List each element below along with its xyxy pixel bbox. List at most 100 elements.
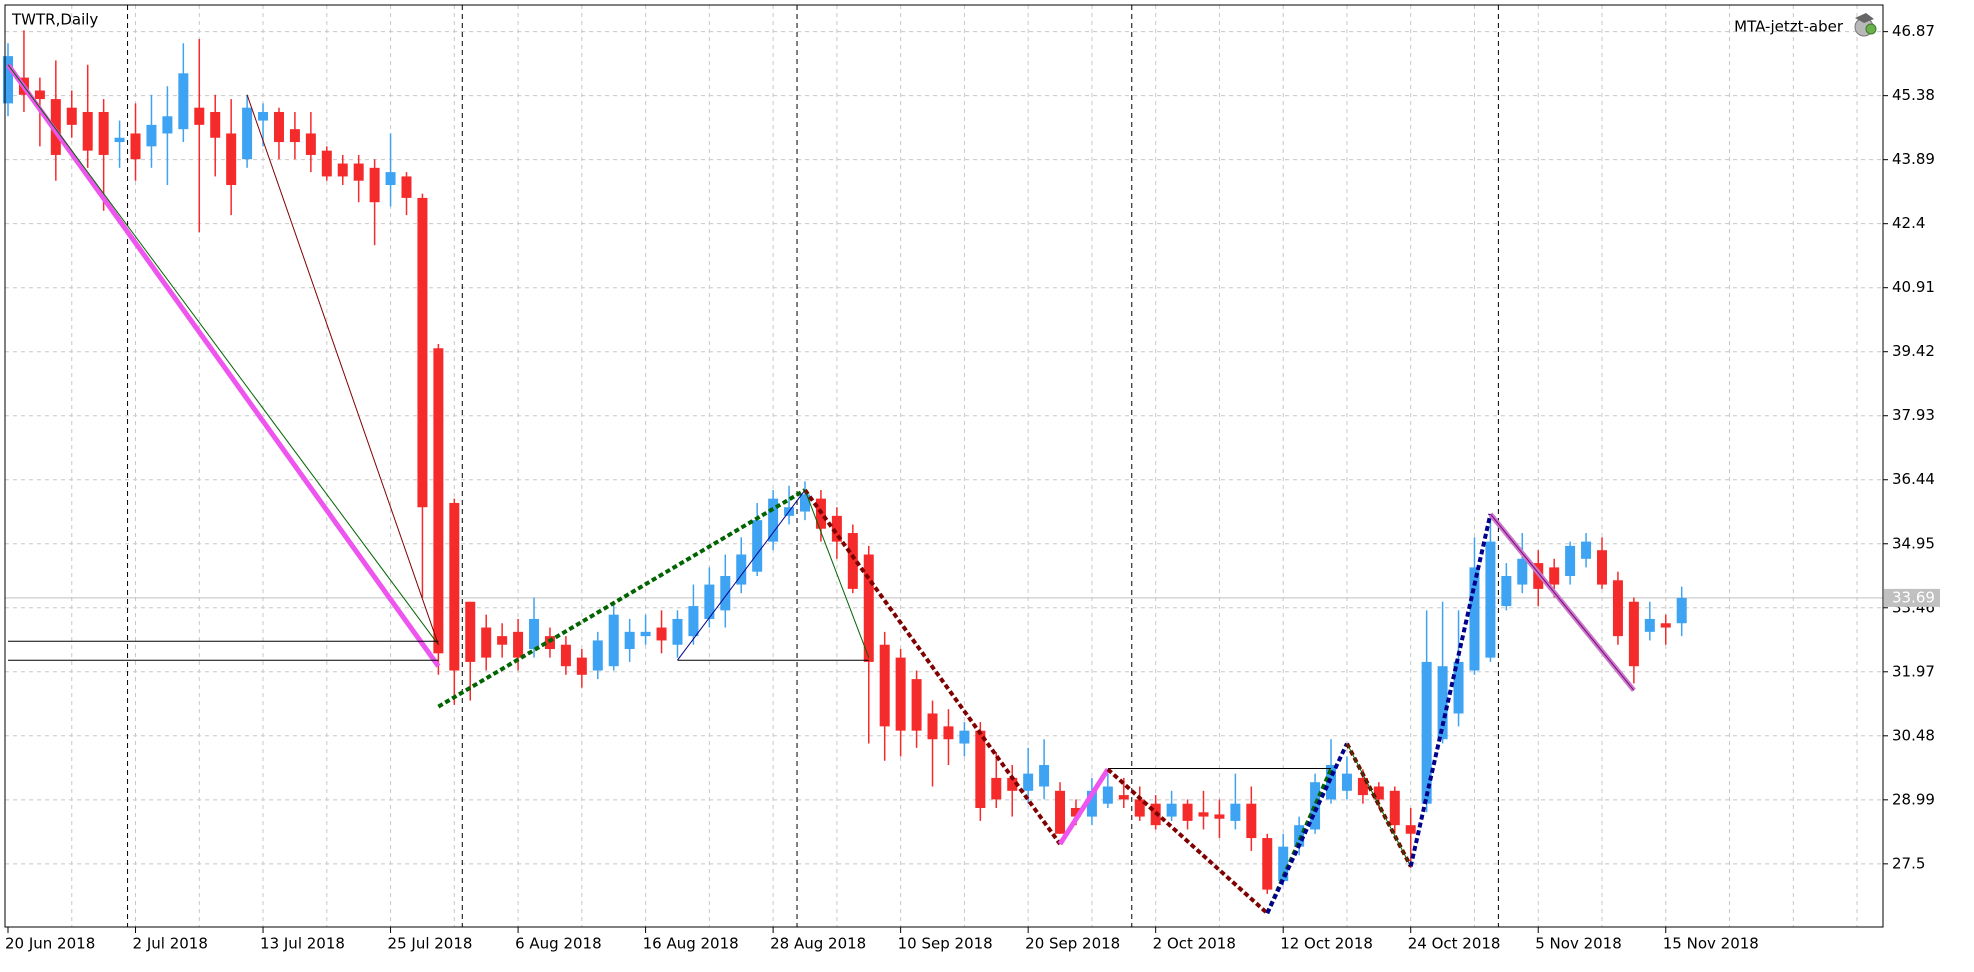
overlay-line bbox=[1490, 513, 1635, 691]
x-tick-label: 20 Sep 2018 bbox=[1025, 935, 1120, 953]
y-tick-label: 30.48 bbox=[1892, 726, 1935, 744]
candle-body bbox=[768, 498, 779, 542]
overlay-line bbox=[1106, 767, 1269, 915]
candle-body bbox=[1262, 838, 1273, 890]
candle-body bbox=[1453, 661, 1464, 714]
candle-body bbox=[1102, 786, 1113, 804]
candle-body bbox=[975, 730, 986, 808]
candle-body bbox=[497, 636, 508, 645]
candle-body bbox=[1341, 773, 1352, 791]
candle-body bbox=[1549, 567, 1560, 585]
x-tick-label: 5 Nov 2018 bbox=[1535, 935, 1622, 953]
candle-body bbox=[98, 111, 109, 155]
candle-body bbox=[1278, 846, 1289, 882]
candle-body bbox=[704, 584, 715, 619]
candle-body bbox=[863, 554, 874, 662]
y-tick-label: 34.95 bbox=[1892, 534, 1935, 552]
candle-body bbox=[3, 56, 13, 104]
x-tick-label: 2 Jul 2018 bbox=[133, 935, 208, 953]
candle-body bbox=[1597, 550, 1607, 585]
candle-body bbox=[640, 631, 651, 637]
candle-body bbox=[273, 111, 284, 143]
candle-body bbox=[1421, 661, 1432, 804]
candle-body bbox=[258, 111, 269, 121]
candle-body bbox=[1310, 782, 1321, 830]
price-label-box bbox=[1884, 588, 1940, 607]
candle-body bbox=[242, 107, 253, 160]
x-tick-label: 6 Aug 2018 bbox=[515, 935, 602, 953]
candle-body bbox=[210, 111, 221, 138]
candle-body bbox=[1565, 545, 1576, 576]
y-tick-label: 27.5 bbox=[1892, 854, 1925, 872]
candle-body bbox=[1166, 803, 1177, 817]
candle-body bbox=[1389, 790, 1400, 826]
candle-body bbox=[1023, 773, 1034, 791]
y-tick-label: 40.91 bbox=[1892, 278, 1935, 296]
candle-body bbox=[608, 614, 619, 667]
candle-body bbox=[1326, 765, 1337, 800]
candle-body bbox=[34, 90, 45, 100]
expert-icon bbox=[1854, 13, 1877, 37]
overlay-line bbox=[437, 488, 807, 709]
candle-body bbox=[465, 601, 476, 662]
candle-body bbox=[1405, 825, 1416, 834]
overlay-line bbox=[1346, 743, 1412, 867]
candle-body bbox=[1581, 541, 1592, 559]
candle-body bbox=[1294, 825, 1305, 847]
candle-body bbox=[1676, 597, 1687, 624]
y-tick-label: 45.38 bbox=[1892, 86, 1935, 104]
candle-body bbox=[895, 657, 906, 731]
candle-body bbox=[417, 197, 428, 508]
candle-body bbox=[831, 515, 842, 542]
y-tick-label: 46.87 bbox=[1892, 22, 1935, 40]
x-tick-label: 16 Aug 2018 bbox=[643, 935, 739, 953]
candle-body bbox=[226, 133, 237, 186]
candle-body bbox=[1628, 601, 1639, 667]
candle-body bbox=[1660, 623, 1671, 628]
candle-body bbox=[146, 124, 157, 147]
candle-body bbox=[1086, 790, 1097, 817]
candle-body bbox=[1485, 541, 1496, 658]
overlay-line bbox=[1057, 767, 1110, 846]
candle-body bbox=[1373, 786, 1384, 800]
candle-body bbox=[513, 631, 524, 658]
candle-body bbox=[1070, 807, 1081, 817]
candle-body bbox=[50, 99, 61, 155]
candle-body bbox=[1230, 803, 1241, 821]
candle-body bbox=[1517, 558, 1528, 585]
y-tick-label: 37.93 bbox=[1892, 406, 1935, 424]
overlay-line bbox=[677, 489, 806, 661]
price-label: 33.69 bbox=[1892, 588, 1935, 606]
candle-body bbox=[130, 133, 141, 160]
candle-body bbox=[991, 777, 1002, 800]
candle-body bbox=[959, 730, 970, 744]
candle-body bbox=[114, 137, 125, 143]
candle-body bbox=[688, 606, 699, 637]
x-tick-label: 12 Oct 2018 bbox=[1280, 935, 1373, 953]
candle-body bbox=[656, 627, 667, 641]
candle-body bbox=[560, 644, 571, 667]
candle-body bbox=[1182, 803, 1193, 821]
candle-body bbox=[576, 657, 587, 675]
candle-body bbox=[911, 679, 922, 731]
x-tick-label: 20 Jun 2018 bbox=[5, 935, 95, 953]
y-tick-label: 42.4 bbox=[1892, 214, 1925, 232]
candle-body bbox=[337, 163, 348, 177]
candle-body bbox=[1612, 580, 1623, 637]
candle-body bbox=[385, 172, 396, 186]
candle-body bbox=[1357, 777, 1368, 796]
candle-body bbox=[305, 133, 316, 155]
candle-body bbox=[481, 627, 492, 658]
x-tick-label: 25 Jul 2018 bbox=[388, 935, 473, 953]
candle-body bbox=[369, 167, 380, 203]
x-tick-label: 28 Aug 2018 bbox=[770, 935, 866, 953]
overlay-line bbox=[5, 63, 441, 668]
candle-body bbox=[449, 502, 460, 671]
candle-body bbox=[162, 116, 173, 134]
x-tick-label: 24 Oct 2018 bbox=[1408, 935, 1501, 953]
candle-body bbox=[943, 726, 954, 740]
expert-name: MTA-jetzt-aber bbox=[1734, 18, 1844, 36]
candle-body bbox=[178, 73, 189, 130]
